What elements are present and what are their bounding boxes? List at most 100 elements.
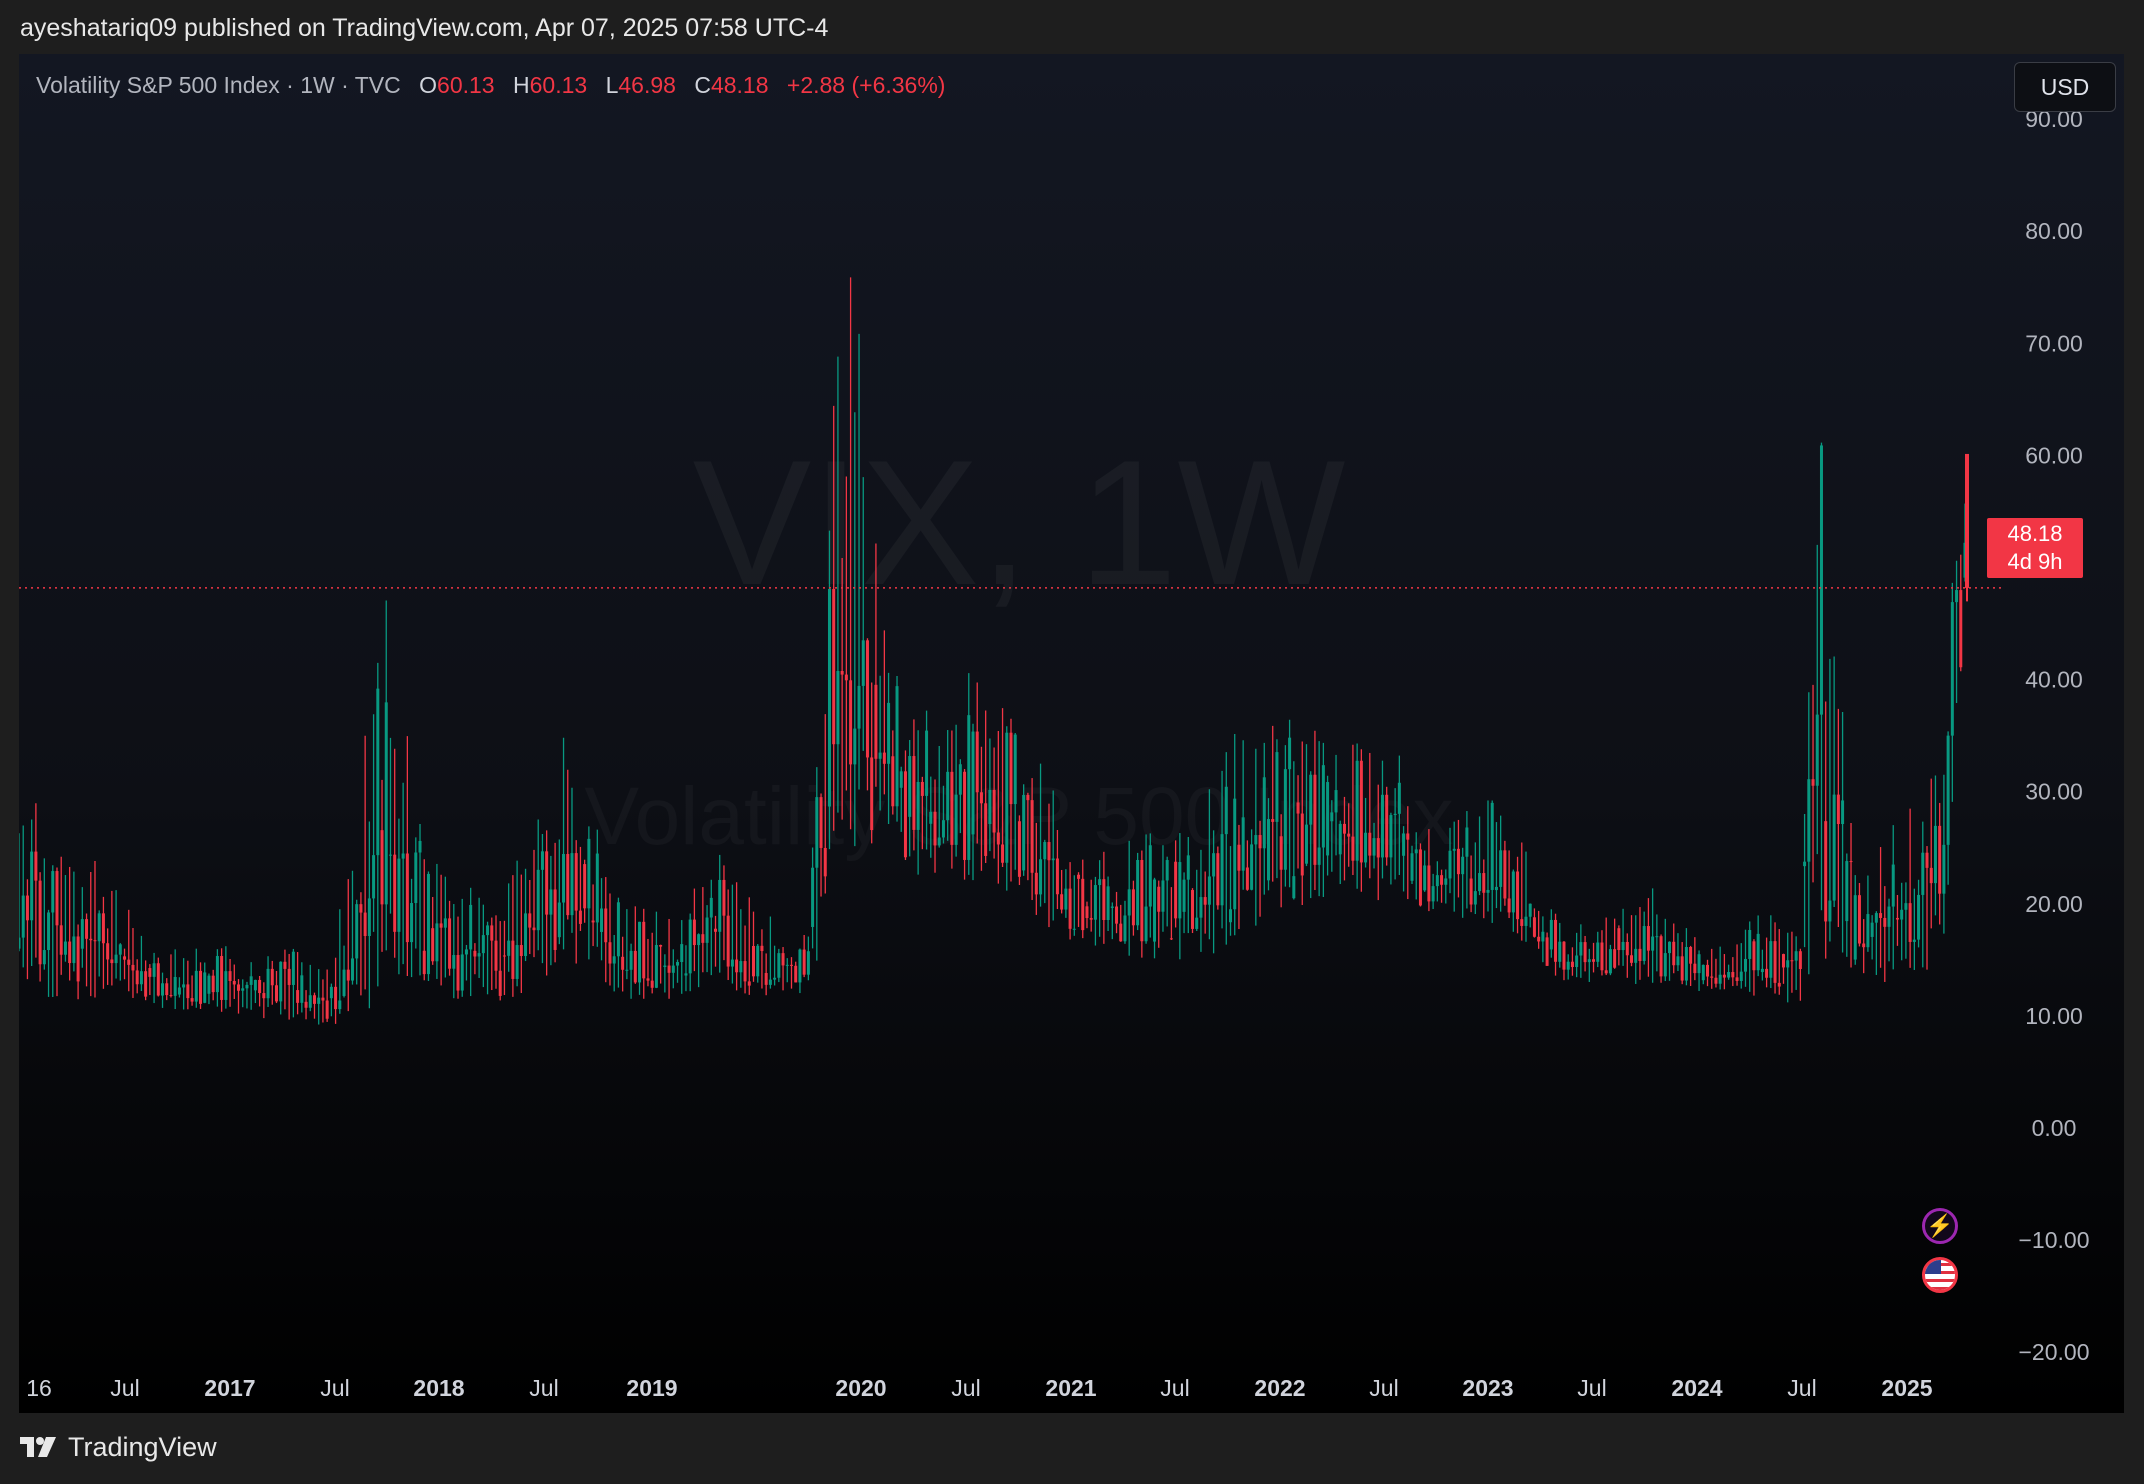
currency-button[interactable]: USD bbox=[2014, 62, 2116, 112]
candle-body bbox=[1486, 889, 1490, 893]
candle-body bbox=[1857, 895, 1861, 944]
candle-body bbox=[1921, 852, 1925, 895]
candle-body bbox=[878, 752, 882, 759]
time-axis-label: Jul bbox=[1160, 1375, 1189, 1401]
chart-pane[interactable]: VIX, 1W Volatility S&P 500 Index 90.0080… bbox=[19, 54, 2124, 1413]
candle-body bbox=[97, 913, 101, 942]
candle-body bbox=[1490, 802, 1494, 890]
candle-body bbox=[629, 950, 633, 970]
candle-body bbox=[1773, 941, 1777, 983]
candle-body bbox=[899, 771, 903, 788]
candle-body bbox=[1575, 955, 1579, 968]
candle-body bbox=[1237, 844, 1241, 871]
last-price-value: 48.18 bbox=[2007, 521, 2063, 546]
candle-body bbox=[1368, 832, 1372, 856]
candle-body bbox=[882, 752, 886, 764]
tradingview-logo-icon bbox=[20, 1436, 56, 1457]
candle-body bbox=[443, 918, 447, 928]
candle-body bbox=[1507, 898, 1511, 913]
candle-body bbox=[114, 954, 118, 964]
tradingview-logo[interactable]: TradingView bbox=[20, 1432, 217, 1463]
candle-body bbox=[566, 854, 570, 916]
candle-body bbox=[186, 984, 190, 999]
candle-body bbox=[1216, 853, 1220, 906]
low-label: L bbox=[605, 72, 619, 98]
candle-body bbox=[1376, 838, 1380, 858]
watermark: VIX, 1W Volatility S&P 500 Index bbox=[693, 423, 1346, 622]
candle-body bbox=[123, 956, 127, 960]
candle-body bbox=[388, 854, 392, 856]
candle-body bbox=[266, 968, 270, 999]
candle-body bbox=[477, 953, 481, 957]
candle-body bbox=[1406, 833, 1410, 840]
open-value: 60.13 bbox=[437, 72, 495, 98]
high-value: 60.13 bbox=[529, 72, 588, 98]
candle-body bbox=[992, 789, 996, 833]
candle-body bbox=[494, 940, 498, 971]
candle-body bbox=[1178, 862, 1182, 919]
candle-body bbox=[714, 928, 718, 932]
candle-body bbox=[350, 958, 354, 981]
candle-body bbox=[1444, 878, 1448, 885]
candle-body bbox=[718, 879, 722, 932]
candle-body bbox=[1207, 876, 1211, 905]
candle-body bbox=[511, 940, 515, 979]
candle-body bbox=[1722, 974, 1726, 978]
candle-body bbox=[680, 944, 684, 963]
candle-body bbox=[355, 904, 359, 959]
candle-body bbox=[308, 995, 312, 1008]
candle-body bbox=[1781, 954, 1785, 968]
candle-body bbox=[726, 915, 730, 967]
candle-body bbox=[207, 975, 211, 994]
candle-body bbox=[1887, 906, 1891, 927]
candle-body bbox=[984, 803, 988, 856]
candle-body bbox=[836, 670, 840, 745]
price-axis-label: 60.00 bbox=[2025, 442, 2083, 468]
candle-body bbox=[1279, 836, 1283, 870]
candle-body bbox=[1554, 919, 1558, 962]
candle-body bbox=[1022, 794, 1026, 871]
candle-body bbox=[1912, 939, 1916, 942]
candle-body bbox=[1621, 941, 1625, 951]
candle-body bbox=[806, 951, 810, 975]
candle-body bbox=[1254, 835, 1258, 845]
candle-body bbox=[30, 851, 34, 921]
candle-body bbox=[1819, 445, 1823, 715]
candle-body bbox=[1300, 813, 1304, 876]
candle-body bbox=[1697, 954, 1701, 974]
candle-body bbox=[422, 950, 426, 975]
candle-body bbox=[1608, 949, 1612, 974]
candle-body bbox=[1853, 895, 1857, 960]
time-axis-label: Jul bbox=[1577, 1375, 1606, 1401]
candle-body bbox=[34, 851, 38, 881]
candle-body bbox=[1321, 765, 1325, 848]
candle-body bbox=[587, 838, 591, 909]
lightning-icon[interactable]: ⚡ bbox=[1922, 1208, 1958, 1244]
candle-body bbox=[815, 797, 819, 868]
time-axis[interactable]: 16 Jul 2017 Jul 2018 Jul 2019 2020 Jul 2021 Jul 202… bbox=[26, 1375, 1933, 1401]
candle-body bbox=[1452, 848, 1456, 851]
price-axis[interactable]: 90.0080.0070.0060.0050.0040.0030.0020.00… bbox=[2019, 106, 2090, 1365]
price-axis-label: 30.00 bbox=[2025, 779, 2083, 805]
candle-body bbox=[659, 945, 663, 947]
time-axis-label: Jul bbox=[320, 1375, 349, 1401]
candle-body bbox=[63, 941, 67, 955]
candle-body bbox=[1093, 885, 1097, 920]
candle-body bbox=[1625, 941, 1629, 956]
candle-body bbox=[397, 858, 401, 932]
price-chart[interactable]: VIX, 1W Volatility S&P 500 Index 90.0080… bbox=[19, 54, 2124, 1413]
candle-body bbox=[338, 1000, 342, 1010]
candle-body bbox=[1288, 737, 1292, 770]
us-flag-icon[interactable] bbox=[1922, 1257, 1958, 1293]
candle-body bbox=[916, 781, 920, 830]
candle-body bbox=[1456, 848, 1460, 875]
candle-body bbox=[72, 936, 76, 964]
candle-body bbox=[300, 975, 304, 1003]
bar-countdown: 4d 9h bbox=[2007, 549, 2063, 574]
candle-body bbox=[929, 811, 933, 824]
candle-body bbox=[823, 847, 827, 877]
candle-body bbox=[21, 895, 25, 938]
last-candle-body bbox=[1965, 453, 1969, 588]
low-value: 46.98 bbox=[618, 72, 676, 98]
candle-body bbox=[1347, 833, 1351, 837]
